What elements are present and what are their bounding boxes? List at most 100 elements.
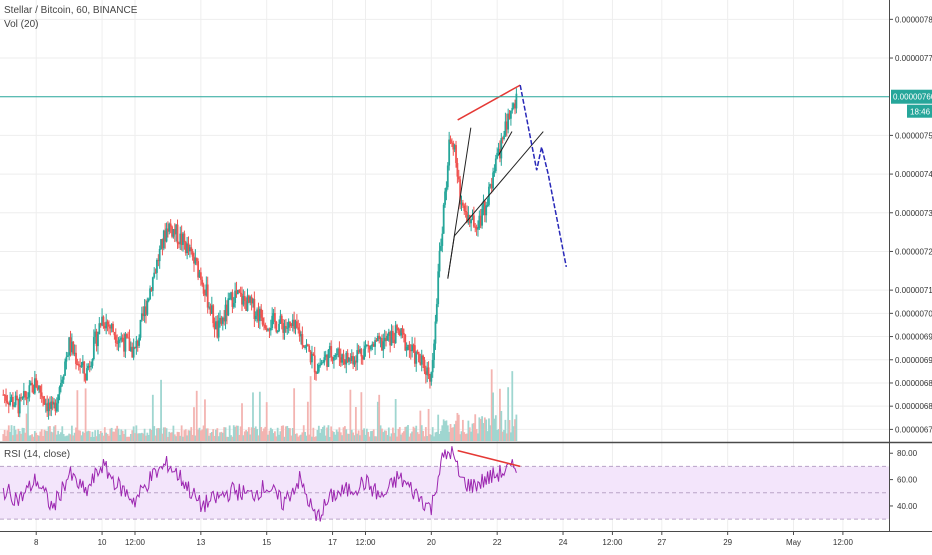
candle-body xyxy=(477,228,479,230)
volume-bar xyxy=(73,432,76,441)
volume-bar xyxy=(146,432,149,441)
candle-body xyxy=(235,290,238,295)
volume-bar xyxy=(253,427,256,441)
volume-bar xyxy=(245,430,248,441)
candle-body xyxy=(467,214,470,223)
candle-body xyxy=(276,331,279,333)
candle-body xyxy=(31,382,34,385)
volume-bar xyxy=(180,425,183,441)
volume-bar xyxy=(514,419,516,441)
volume-bar xyxy=(249,434,252,441)
volume-bar xyxy=(40,429,43,441)
candle-body xyxy=(150,288,153,291)
candle-body xyxy=(508,113,511,119)
volume-bar xyxy=(128,436,131,441)
volume-bar xyxy=(306,401,309,441)
volume-bar xyxy=(389,436,392,441)
candle-body xyxy=(396,325,398,328)
volume-bar xyxy=(147,434,150,441)
chart-drawings[interactable] xyxy=(0,84,889,468)
volume-bar xyxy=(515,414,518,441)
volume-bar xyxy=(445,420,448,441)
candle-body xyxy=(245,300,248,311)
volume-bar xyxy=(457,414,460,441)
candle-body xyxy=(14,395,17,406)
candle-body xyxy=(497,148,500,153)
volume-bar xyxy=(441,425,444,441)
volume-bar xyxy=(488,418,490,441)
candle-body xyxy=(24,391,27,398)
candle-body xyxy=(128,338,131,351)
volume-bar xyxy=(276,427,279,441)
candle-body xyxy=(316,371,319,374)
candle-body xyxy=(379,338,382,340)
volume-bar xyxy=(24,432,27,441)
time-tick-label: 10 xyxy=(98,538,107,547)
volume-bar xyxy=(464,434,467,441)
volume-bar xyxy=(53,426,55,441)
candle-body xyxy=(333,357,335,361)
volume-bar xyxy=(496,430,499,441)
candle-body xyxy=(411,344,414,352)
candle-body xyxy=(116,342,119,344)
volume-bar xyxy=(265,402,268,441)
divergence-line xyxy=(457,449,521,468)
volume-bar xyxy=(408,436,411,441)
volume-bar xyxy=(497,429,500,441)
volume-bar xyxy=(295,433,298,441)
candle-body xyxy=(440,245,442,251)
price-tick-label: 0.00000698 xyxy=(895,333,932,342)
volume-bar xyxy=(283,436,286,441)
candle-body xyxy=(390,331,393,346)
candle-body xyxy=(202,284,205,294)
volume-bar xyxy=(55,434,58,441)
volume-bar xyxy=(186,435,189,441)
volume-bar xyxy=(28,435,31,441)
rsi-tick-label: 80.00 xyxy=(897,449,918,458)
candle-body xyxy=(105,321,108,329)
volume-bar xyxy=(235,425,238,441)
volume-bar xyxy=(354,406,357,441)
volume-bar xyxy=(461,419,464,441)
candle-body xyxy=(145,306,147,315)
candle-body xyxy=(139,319,142,338)
volume-bar xyxy=(298,435,301,441)
volume-bar xyxy=(215,429,217,441)
candle-body xyxy=(184,242,187,254)
candle-body xyxy=(132,346,135,358)
candle-body xyxy=(461,202,464,206)
candle-body xyxy=(401,328,404,333)
candle-body xyxy=(464,210,467,213)
time-tick-label: 8 xyxy=(34,538,39,547)
volume-bar xyxy=(226,436,228,441)
candle-body xyxy=(216,321,219,338)
candle-body xyxy=(204,293,206,296)
candle-body xyxy=(263,324,265,326)
price-tick-label: 0.00000674 xyxy=(895,425,932,434)
volume-bar xyxy=(363,428,366,441)
candle-body xyxy=(441,233,444,246)
candle-body xyxy=(42,396,44,399)
volume-bar xyxy=(315,436,317,441)
trend-line xyxy=(447,235,455,279)
candle-body xyxy=(10,396,13,401)
volume-bar xyxy=(219,432,221,441)
candle-body xyxy=(221,317,224,324)
candle-body xyxy=(127,337,130,339)
price-tick-label: 0.00000686 xyxy=(895,379,932,388)
candle-body xyxy=(50,401,53,409)
volume-bar xyxy=(334,434,337,441)
candle-body xyxy=(338,348,341,358)
candle-body xyxy=(511,107,514,111)
volume-bar xyxy=(477,433,479,441)
volume-bar xyxy=(279,431,282,441)
volume-bar xyxy=(242,435,245,441)
volume-bar xyxy=(342,427,345,441)
candle-body xyxy=(363,348,366,360)
candle-body xyxy=(175,224,178,235)
volume-bar xyxy=(510,432,512,441)
volume-bar xyxy=(247,427,250,441)
